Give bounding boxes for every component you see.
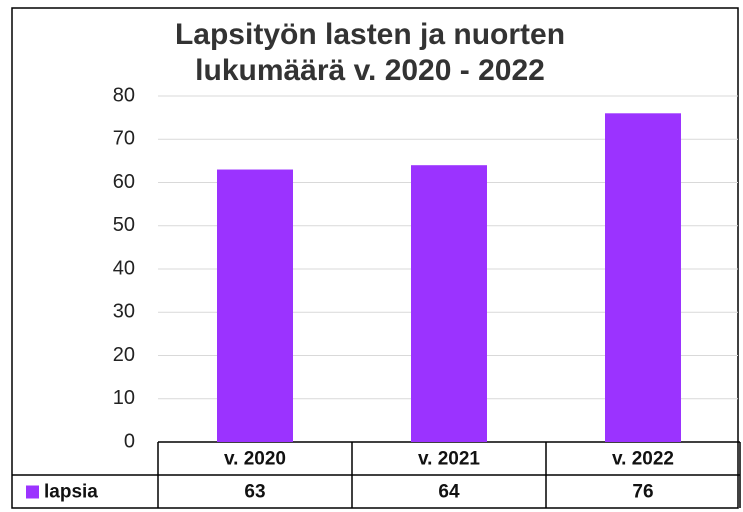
bar xyxy=(217,169,293,442)
y-tick-label: 70 xyxy=(113,128,135,150)
table-value: 63 xyxy=(244,482,265,503)
chart-title: Lapsityön lasten ja nuorten xyxy=(175,18,565,51)
bar xyxy=(411,165,487,442)
y-tick-label: 60 xyxy=(113,171,135,193)
table-value: 76 xyxy=(632,482,653,503)
x-tick-label: v. 2020 xyxy=(224,449,286,470)
y-tick-label: 10 xyxy=(113,387,135,409)
table-value: 64 xyxy=(438,482,460,503)
chart-title: lukumäärä v. 2020 - 2022 xyxy=(195,54,545,87)
y-tick-label: 30 xyxy=(113,301,135,323)
y-tick-label: 80 xyxy=(113,84,135,106)
y-tick-label: 0 xyxy=(124,430,135,452)
x-tick-label: v. 2022 xyxy=(612,449,674,470)
legend-label: lapsia xyxy=(44,482,98,503)
bar xyxy=(605,113,681,443)
legend-swatch xyxy=(26,485,39,499)
y-tick-label: 40 xyxy=(113,257,135,279)
x-tick-label: v. 2021 xyxy=(418,449,480,470)
y-tick-label: 50 xyxy=(113,214,135,236)
y-tick-label: 20 xyxy=(113,344,135,366)
